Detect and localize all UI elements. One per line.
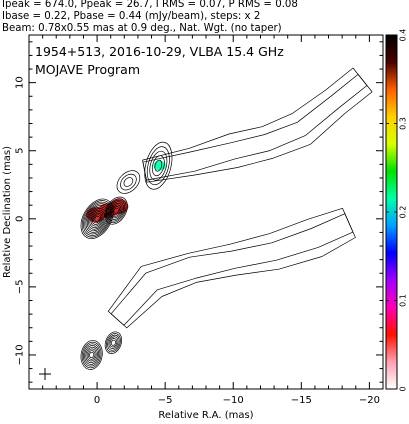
colorbar-tick-label: 0.2	[399, 206, 408, 219]
contour-south-jet	[107, 207, 356, 329]
contour-s1	[85, 346, 98, 364]
x-tick-label: −15	[291, 395, 312, 406]
header-line-2: Ibase = 0.22, Pbase = 0.44 (mJy/beam), s…	[2, 11, 261, 22]
contour-s1	[89, 351, 95, 358]
contour-c1	[105, 198, 127, 223]
contour-core	[86, 206, 108, 232]
contour-core	[80, 198, 114, 239]
contour-k1	[144, 141, 173, 190]
y-axis-label: Relative Declination (mas)	[2, 146, 13, 278]
contour-s1	[84, 345, 100, 365]
contour-s2	[109, 338, 118, 348]
contour-core	[85, 204, 109, 233]
contour-c1	[110, 204, 122, 217]
header-line-3: Beam: 0.78x0.55 mas at 0.9 deg., Nat. Wg…	[2, 23, 282, 34]
y-tick-label: −10	[15, 344, 26, 365]
contour-c1	[104, 196, 128, 225]
contour-s1	[87, 350, 96, 360]
polarization-patch	[153, 160, 166, 171]
contour-core	[84, 203, 110, 235]
tick-layer: 0 −5 −10 −15 −20 10 5 0 −5 −10	[15, 35, 384, 406]
header-line-1: Ipeak = 674.0, Ppeak = 26.7, I RMS = 0.0…	[2, 0, 298, 10]
x-tick-label: −10	[223, 395, 244, 406]
colorbar-tick-label: 0	[399, 386, 408, 391]
contour-s2	[108, 336, 119, 349]
contour-core	[88, 208, 106, 230]
contour-s1	[80, 340, 103, 370]
contour-core	[83, 201, 112, 236]
y-tick-label: 0	[15, 216, 26, 222]
contour-c1	[112, 206, 121, 216]
contour-layer	[80, 67, 373, 370]
colorbar-ticks: 0 0.1 0.2 0.3 0.4	[386, 29, 408, 392]
y-tick-label: 5	[15, 148, 26, 154]
contour-s2	[110, 339, 116, 346]
marker-layer	[39, 368, 51, 380]
contour-k1	[154, 159, 163, 172]
contour-north-jet	[142, 74, 368, 181]
contour-k2	[116, 170, 141, 194]
x-tick-label: 0	[94, 395, 100, 406]
contour-k1	[149, 150, 168, 181]
x-axis-label: Relative R.A. (mas)	[158, 410, 253, 421]
contour-c1	[108, 201, 124, 220]
contour-s1	[83, 343, 101, 367]
contour-s1	[86, 348, 97, 362]
contour-core	[89, 209, 105, 228]
colorbar-tick-label: 0.4	[399, 29, 408, 42]
contour-core	[90, 211, 104, 227]
panel-title: 1954+513, 2016-10-29, VLBA 15.4 GHz	[35, 44, 284, 59]
contour-k1	[151, 155, 165, 177]
contour-k2	[123, 177, 134, 187]
y-tick-label: −5	[15, 280, 26, 295]
contour-core	[94, 215, 100, 222]
colorbar-tick-label: 0.1	[399, 294, 408, 307]
x-tick-label: −20	[359, 395, 380, 406]
contour-north-jet	[142, 67, 373, 183]
contour-core	[93, 214, 101, 224]
contour-s2	[106, 333, 121, 353]
x-tick-label: −5	[158, 395, 173, 406]
contour-south-jet	[110, 213, 354, 326]
contour-s2	[104, 331, 123, 354]
panel-subtitle: MOJAVE Program	[35, 62, 140, 77]
contour-k1	[146, 146, 170, 186]
contour-c1	[107, 199, 126, 222]
contour-c1	[109, 203, 123, 219]
colorbar-tick-label: 0.3	[399, 117, 408, 130]
contour-s1	[81, 341, 102, 369]
contour-core	[91, 212, 103, 225]
contour-s2	[107, 334, 120, 351]
contour-k2	[120, 173, 137, 191]
contour-c1	[113, 207, 119, 214]
y-tick-label: 10	[15, 76, 26, 89]
contour-core	[81, 200, 113, 238]
